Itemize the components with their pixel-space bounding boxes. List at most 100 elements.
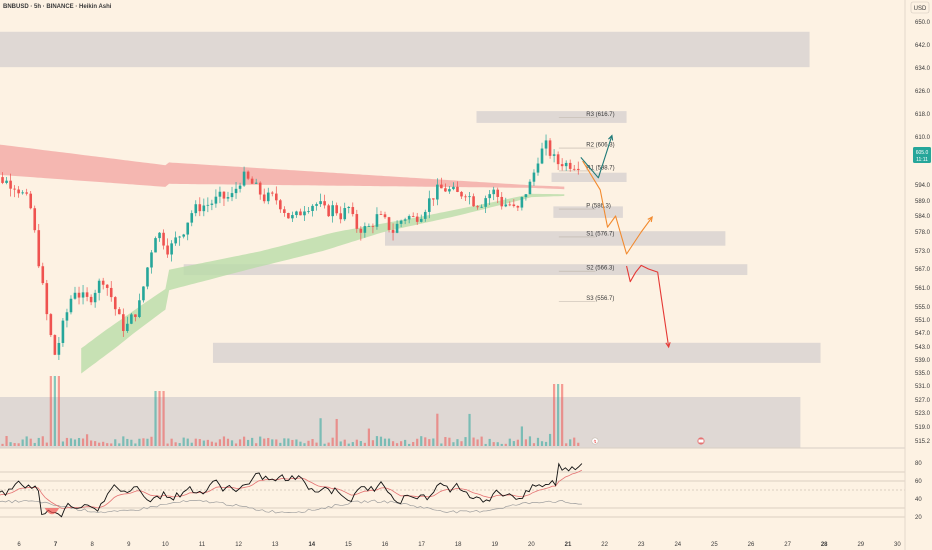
candle-body <box>460 191 463 197</box>
candle-body <box>206 204 210 206</box>
candle-body <box>520 197 524 208</box>
volume-bar <box>347 443 350 446</box>
volume-bar <box>468 413 471 446</box>
currency-button[interactable] <box>910 1 930 14</box>
candle-body <box>331 205 334 217</box>
volume-bar <box>90 440 93 446</box>
price-tick-label: 650.0 <box>915 20 931 26</box>
volume-bar <box>138 438 141 446</box>
price-tick-label: 618.0 <box>915 112 931 118</box>
volume-bar <box>379 436 383 446</box>
volume-bar <box>412 442 415 446</box>
volume-bar <box>480 436 483 446</box>
candle-body <box>158 232 161 239</box>
volume-bar <box>573 437 576 446</box>
supply-demand-zone <box>385 231 726 246</box>
time-tick-label: 26 <box>748 542 755 548</box>
volume-bar <box>114 439 117 446</box>
volume-bar <box>303 443 306 446</box>
volume-bar <box>520 426 523 446</box>
projection-layer <box>580 134 671 349</box>
volume-bar <box>102 441 105 446</box>
volume-bar <box>271 439 274 446</box>
volume-bar <box>166 443 169 446</box>
candle-body <box>174 237 177 244</box>
candle-body <box>202 205 206 212</box>
volume-bar <box>400 441 403 446</box>
candle-body <box>150 252 153 268</box>
candle-body <box>41 266 45 284</box>
pivot-layer: R3 (616.7) R2 (606.3) R1 (598.7) P (586.3) S… <box>558 112 615 302</box>
projection-arrowhead <box>665 342 671 349</box>
candle-body <box>524 194 528 198</box>
volume-bar <box>287 438 290 446</box>
currency-button-label[interactable]: USD <box>914 6 927 12</box>
supply-demand-zone <box>476 111 627 123</box>
price-axis[interactable]: 650.0 642.0 634.0 626.0 618.0 610.0 594.0 589.0… <box>915 20 931 445</box>
volume-bar <box>206 439 209 446</box>
volume-bar <box>283 438 286 446</box>
volume-bar <box>230 440 234 446</box>
candle-body <box>170 243 173 255</box>
candle-body <box>166 245 169 255</box>
candle-body <box>415 216 419 222</box>
candle-body <box>162 232 165 246</box>
volume-bar <box>500 443 503 446</box>
candle-body <box>399 220 403 224</box>
candle-body <box>576 168 580 170</box>
volume-bar <box>456 439 459 446</box>
volume-bar <box>548 433 552 446</box>
chart-title: BNBUSD · 5h · BINANCE · Heikin Ashi <box>3 4 112 10</box>
candle-body <box>327 205 330 217</box>
volume-bar <box>319 418 322 446</box>
candle-body <box>126 323 129 331</box>
pivot-label: S1 (576.7) <box>586 231 614 237</box>
candle-body <box>134 314 137 317</box>
volume-bar <box>351 442 354 446</box>
volume-bar <box>247 439 250 446</box>
volume-bar <box>110 443 113 446</box>
time-tick-label: 11 <box>199 542 206 548</box>
volume-bar <box>428 439 431 446</box>
flag-icon <box>698 439 704 443</box>
candle-body <box>89 296 93 303</box>
time-tick-label: 14 <box>308 542 315 548</box>
candle-body <box>234 188 238 194</box>
supply-demand-zone <box>0 31 810 68</box>
candle-body <box>5 180 8 183</box>
candle-body <box>238 185 242 189</box>
volume-bar <box>98 442 101 446</box>
projection-path <box>582 160 653 255</box>
volume-bar <box>508 438 511 446</box>
candle-body <box>395 223 399 233</box>
candle-body <box>246 171 250 179</box>
candle-body <box>564 162 568 167</box>
earnings-icon[interactable] <box>591 437 599 445</box>
price-tick-label: 642.0 <box>915 43 931 49</box>
volume-bar <box>218 439 222 446</box>
candle-body <box>452 186 455 190</box>
candle-body <box>270 192 274 194</box>
candle-body <box>69 298 73 313</box>
volume-bar <box>532 443 536 446</box>
pivot-label: P (586.3) <box>586 204 611 210</box>
candle-body <box>250 178 254 184</box>
candle-body <box>419 218 423 222</box>
candle-body <box>391 229 395 233</box>
candle-body <box>387 217 391 230</box>
candle-body <box>113 297 117 310</box>
volume-layer <box>1 376 580 446</box>
volume-bar <box>472 437 475 446</box>
volume-bar <box>41 436 44 446</box>
candle-body <box>528 181 532 195</box>
volume-bar <box>106 443 109 446</box>
time-tick-label: 13 <box>272 542 279 548</box>
candle-body <box>407 216 411 220</box>
supply-demand-zone <box>212 342 821 363</box>
candle-body <box>33 208 37 231</box>
time-axis[interactable]: 6 7 8 9 10 11 12 13 14 15 16 17 18 19 20 21 22 23 24 25 26 27… <box>17 542 901 548</box>
rsi-tick-label: 80 <box>915 461 922 467</box>
candle-body <box>371 226 375 227</box>
earnings-icon-glyph: ↯ <box>593 439 597 445</box>
